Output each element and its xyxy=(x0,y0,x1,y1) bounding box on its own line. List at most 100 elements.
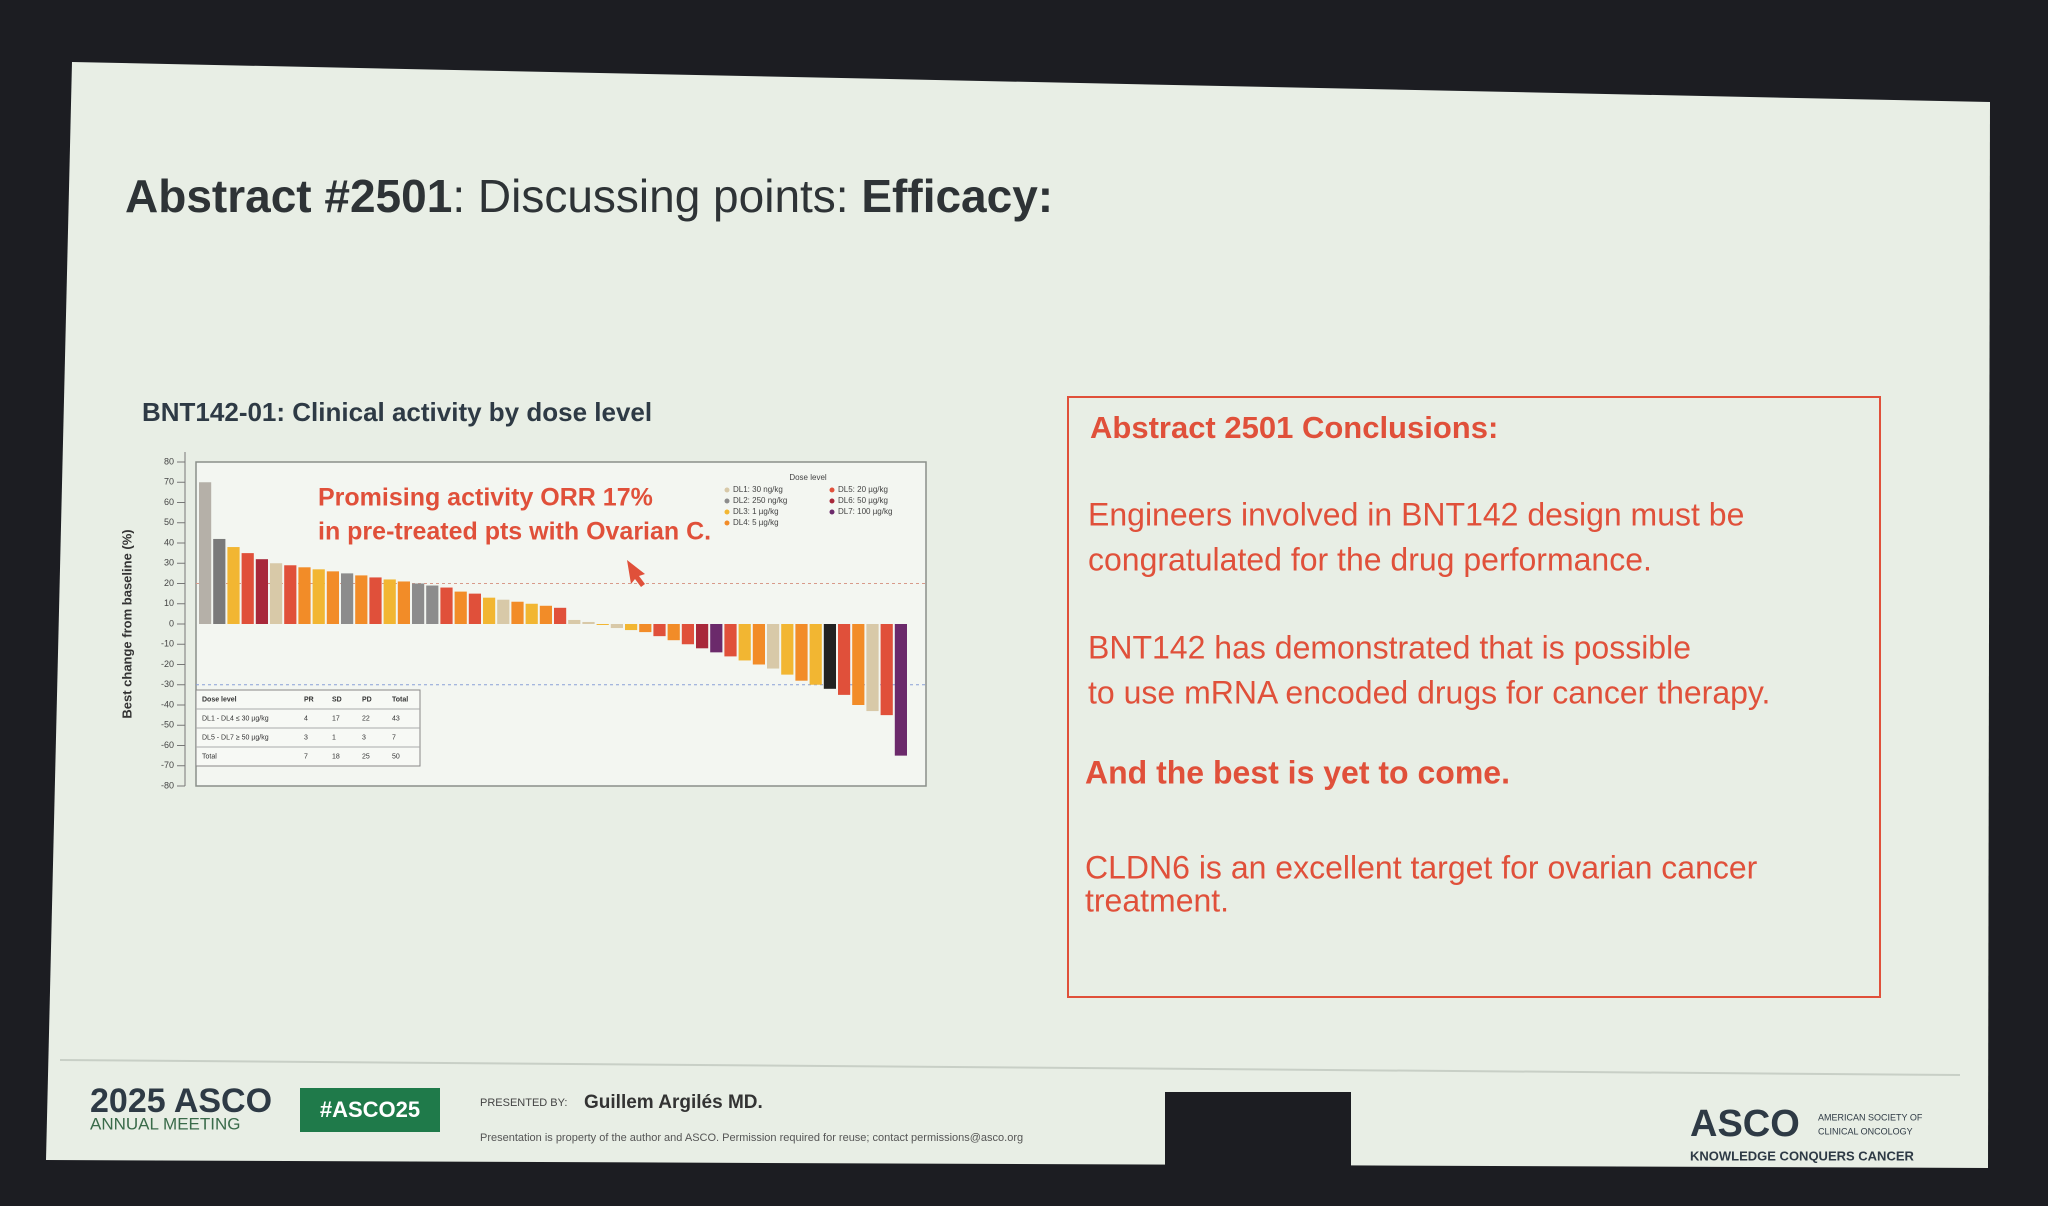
presenter: Guillem Argilés MD. xyxy=(584,1092,763,1113)
y-tick-label: 30 xyxy=(164,558,174,568)
bar xyxy=(383,579,396,624)
y-tick-label: -10 xyxy=(161,639,174,649)
bar xyxy=(639,624,652,633)
table-cell: 4 xyxy=(304,715,308,722)
bar xyxy=(852,624,865,705)
bar xyxy=(412,583,425,624)
bar xyxy=(426,585,439,624)
bar xyxy=(355,575,368,624)
y-tick-label: -20 xyxy=(161,659,174,669)
presented-by: PRESENTED BY: xyxy=(480,1097,567,1109)
bar xyxy=(866,624,879,712)
y-tick-label: -60 xyxy=(161,740,174,750)
table-header: SD xyxy=(332,696,342,703)
y-axis-label: Best change from baseline (%) xyxy=(119,529,134,718)
y-tick-label: -30 xyxy=(161,679,174,689)
y-tick-label: 10 xyxy=(164,598,174,608)
table-cell: 25 xyxy=(362,753,370,760)
slide xyxy=(46,62,1990,1168)
slide-title: Abstract #2501: Discussing points: Effic… xyxy=(125,170,1053,222)
y-tick-label: -70 xyxy=(161,760,174,770)
legend-swatch xyxy=(829,509,835,515)
bar xyxy=(554,607,567,624)
bar xyxy=(326,571,339,624)
bar xyxy=(468,593,481,624)
footer-logo: ASCO xyxy=(1690,1103,1800,1145)
legend-label: DL4: 5 µg/kg xyxy=(733,518,779,527)
bar xyxy=(625,624,638,631)
footer-meeting: ANNUAL MEETING xyxy=(90,1114,241,1133)
title-part: Abstract #2501 xyxy=(125,170,452,222)
hashtag: #ASCO25 xyxy=(320,1097,420,1122)
legend-title: Dose level xyxy=(789,473,827,482)
bar xyxy=(724,624,737,657)
society-line: AMERICAN SOCIETY OF xyxy=(1818,1112,1923,1122)
bar xyxy=(795,624,808,681)
annotation: Promising activity ORR 17% xyxy=(318,484,653,512)
table-cell: Total xyxy=(202,753,217,760)
bar xyxy=(369,577,382,624)
footer-rule xyxy=(59,1059,1961,1076)
bar xyxy=(582,621,595,624)
bar xyxy=(781,624,794,675)
legend-swatch xyxy=(829,498,835,504)
bar xyxy=(298,567,311,624)
conclusion-emphasis: And the best is yet to come. xyxy=(1085,754,1510,790)
bar xyxy=(341,573,354,624)
table-cell: 18 xyxy=(332,753,340,760)
bar xyxy=(568,619,581,624)
table-cell: 50 xyxy=(392,753,400,760)
legend-label: DL3: 1 µg/kg xyxy=(733,507,779,516)
bar xyxy=(880,624,893,716)
chart-title: BNT142-01: Clinical activity by dose lev… xyxy=(142,397,652,427)
bar xyxy=(397,581,410,624)
y-tick-label: -50 xyxy=(161,720,174,730)
bar xyxy=(483,597,496,624)
table-cell: 7 xyxy=(304,753,308,760)
table-cell: 7 xyxy=(392,734,396,741)
bar xyxy=(270,563,283,624)
legend-swatch xyxy=(724,509,730,515)
title-part: : Discussing points: xyxy=(452,170,861,222)
y-tick-label: 20 xyxy=(164,578,174,588)
conclusions-box xyxy=(1067,396,1881,998)
table-cell: 22 xyxy=(362,715,370,722)
bar xyxy=(440,587,453,624)
bar xyxy=(894,624,907,756)
table-cell: 17 xyxy=(332,715,340,722)
bar xyxy=(539,605,552,624)
y-tick-label: 50 xyxy=(164,517,174,527)
y-tick-label: -40 xyxy=(161,699,174,709)
bar xyxy=(752,624,765,665)
y-tick-label: 60 xyxy=(164,497,174,507)
bar xyxy=(199,482,212,624)
table-header: PD xyxy=(362,696,372,703)
conclusion-text: CLDN6 is an excellent target for ovarian… xyxy=(1085,849,1758,885)
table-cell: 1 xyxy=(332,734,336,741)
legend-label: DL5: 20 µg/kg xyxy=(838,485,888,494)
bar xyxy=(227,547,240,624)
hashtag-badge xyxy=(300,1088,440,1132)
bar xyxy=(653,624,666,637)
y-tick-label: 40 xyxy=(164,537,174,547)
bar xyxy=(823,624,836,689)
title-part: Efficacy: xyxy=(861,170,1053,222)
y-tick-label: 80 xyxy=(164,456,174,466)
stand-shadow xyxy=(1165,1092,1351,1206)
bar xyxy=(255,559,268,624)
table-header: Dose level xyxy=(202,696,237,703)
legend-label: DL1: 30 ng/kg xyxy=(733,485,783,494)
footer-brand: 2025 ASCO xyxy=(90,1082,272,1120)
bar xyxy=(312,569,325,624)
y-tick-label: -80 xyxy=(161,780,174,790)
conclusion-text: Engineers involved in BNT142 design must… xyxy=(1088,496,1744,532)
conclusions: Abstract 2501 Conclusions: Engineers invo… xyxy=(1085,410,1770,918)
bar xyxy=(497,599,510,624)
table-cell: DL1 - DL4 ≤ 30 µg/kg xyxy=(202,715,269,722)
bar xyxy=(454,591,467,624)
legend-swatch xyxy=(724,498,730,504)
chart: -80 -70 -60 -50 -40 -30 -20 -10 0 10 20 30 40 50 60 70 8… xyxy=(119,452,926,790)
tagline: KNOWLEDGE CONQUERS CANCER xyxy=(1690,1148,1915,1163)
table-header: PR xyxy=(304,696,314,703)
